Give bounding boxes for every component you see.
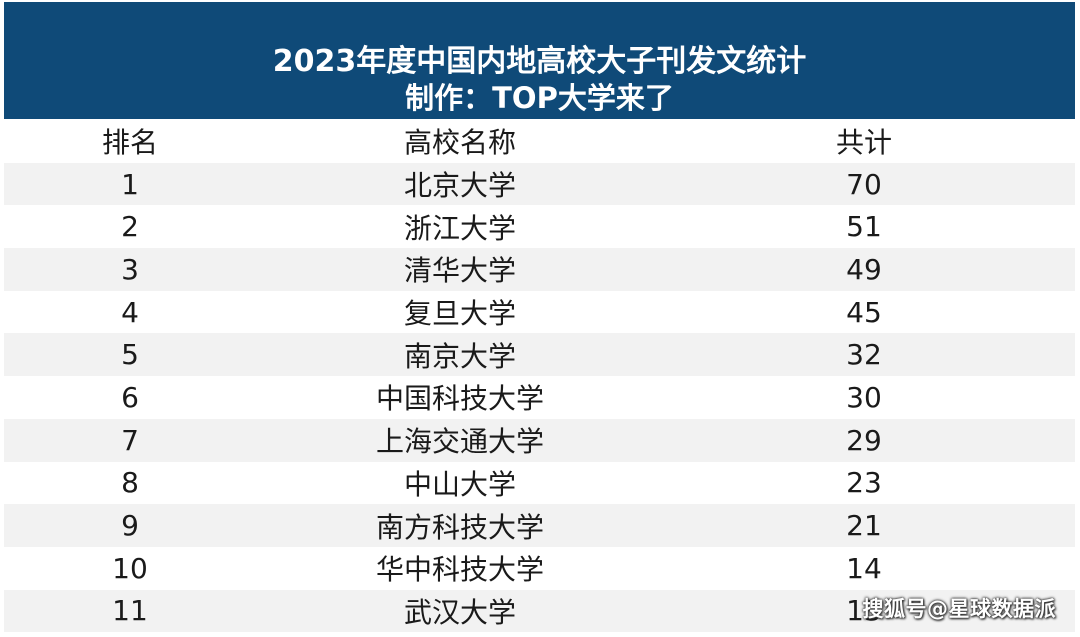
university-name-cell: 武汉大学 xyxy=(403,595,516,629)
table-row: 7 上海交通大学 29 xyxy=(4,418,1075,462)
table-row: 10 华中科技大学 14 xyxy=(4,547,1075,590)
total-cell: 29 xyxy=(846,423,882,457)
rank-cell: 11 xyxy=(112,594,148,628)
rank-cell: 9 xyxy=(121,509,139,543)
total-cell: 45 xyxy=(846,295,882,329)
rank-cell: 6 xyxy=(121,380,139,414)
column-header-total: 共计 xyxy=(835,126,892,160)
table-row: 11 武汉大学 13 xyxy=(4,589,1075,633)
rank-cell: 5 xyxy=(121,338,139,372)
university-name-cell: 清华大学 xyxy=(403,254,516,288)
university-name-cell: 华中科技大学 xyxy=(375,553,544,587)
ranking-table: 排名 高校名称 共计 1 北京大学 70 2 浙江大学 51 3 清华大学 49 4 复旦大学 45 5… xyxy=(4,120,1075,633)
watermark: 搜狐号@星球数据派 xyxy=(862,597,1056,621)
column-header-name: 高校名称 xyxy=(403,126,516,160)
university-name-cell: 南方科技大学 xyxy=(375,510,544,544)
rank-cell: 7 xyxy=(121,423,139,457)
table-row: 1 北京大学 70 xyxy=(4,162,1075,206)
university-name-cell: 中国科技大学 xyxy=(375,382,544,416)
total-cell: 70 xyxy=(846,167,882,201)
rank-cell: 1 xyxy=(121,167,139,201)
table-row: 4 复旦大学 45 xyxy=(4,291,1075,334)
column-header-rank: 排名 xyxy=(101,126,158,160)
university-name-cell: 南京大学 xyxy=(403,339,516,373)
table-row: 2 浙江大学 51 xyxy=(4,205,1075,248)
total-cell: 51 xyxy=(846,210,882,244)
page-subtitle: 制作：TOP大学来了 xyxy=(405,81,674,115)
university-name-cell: 中山大学 xyxy=(403,467,516,501)
total-cell: 32 xyxy=(846,338,882,372)
rank-cell: 8 xyxy=(121,466,139,500)
total-cell: 30 xyxy=(846,380,882,414)
table-row: 9 南方科技大学 21 xyxy=(4,504,1075,547)
total-cell: 21 xyxy=(846,509,882,543)
total-cell: 49 xyxy=(846,252,882,286)
university-name-cell: 复旦大学 xyxy=(403,297,516,331)
total-cell: 13 xyxy=(846,594,882,628)
table-header-banner: 2023年度中国内地高校大子刊发文统计 制作：TOP大学来了 xyxy=(4,2,1075,119)
rank-cell: 4 xyxy=(121,295,139,329)
rank-cell: 2 xyxy=(121,210,139,244)
rank-cell: 10 xyxy=(112,551,148,585)
page-title: 2023年度中国内地高校大子刊发文统计 xyxy=(272,44,807,79)
table-row: 3 清华大学 49 xyxy=(4,248,1075,291)
table-row: 8 中山大学 23 xyxy=(4,462,1075,505)
total-cell: 23 xyxy=(846,466,882,500)
table-body: 1 北京大学 70 2 浙江大学 51 3 清华大学 49 4 复旦大学 45 5 南京大学 32 6 中国科技… xyxy=(4,162,1075,633)
table-row: 6 中国科技大学 30 xyxy=(4,376,1075,419)
university-name-cell: 上海交通大学 xyxy=(375,425,544,459)
university-name-cell: 浙江大学 xyxy=(403,211,516,245)
university-name-cell: 北京大学 xyxy=(403,169,516,203)
rank-cell: 3 xyxy=(121,252,139,286)
column-header-row: 排名 高校名称 共计 xyxy=(4,120,1075,163)
total-cell: 14 xyxy=(846,551,882,585)
table-row: 5 南京大学 32 xyxy=(4,333,1075,377)
